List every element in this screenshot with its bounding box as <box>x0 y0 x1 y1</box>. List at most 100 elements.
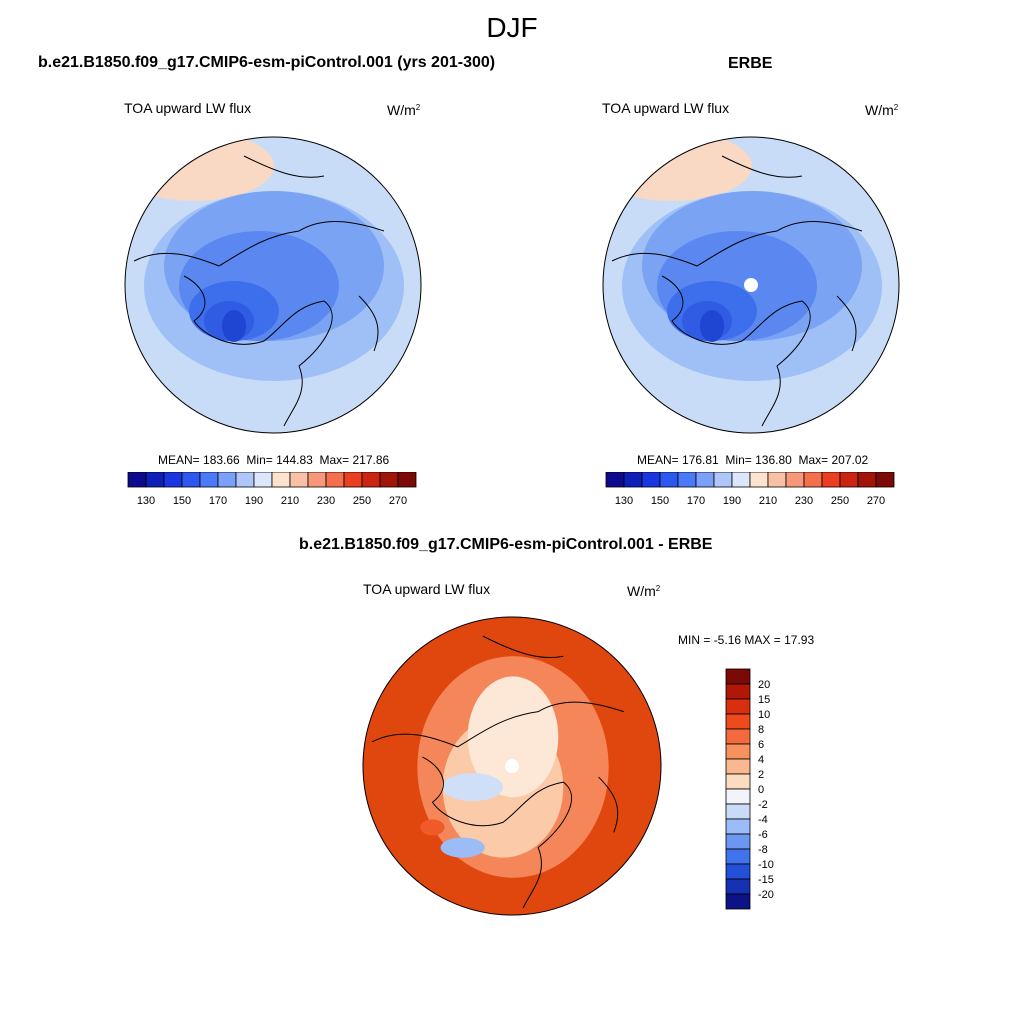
colorbar-swatch <box>659 472 679 488</box>
colorbar-swatch <box>623 472 643 488</box>
colorbar-tick-label: -20 <box>758 889 774 901</box>
colorbar-swatch <box>767 472 787 488</box>
colorbar-tick-label: 0 <box>758 784 764 796</box>
colorbar-swatch <box>271 472 291 488</box>
colorbar-swatch <box>725 878 751 895</box>
coastline <box>133 155 385 427</box>
colorbar-swatch <box>725 863 751 880</box>
colorbar-swatch <box>725 773 751 790</box>
colorbar-swatch <box>803 472 823 488</box>
colorbar-swatch <box>677 472 697 488</box>
colorbar-tick-label: -10 <box>758 859 774 871</box>
colorbar-tick-label: 150 <box>651 495 669 507</box>
colorbar-swatch <box>181 472 201 488</box>
colorbar-swatch <box>253 472 273 488</box>
diff-variable-label: TOA upward LW flux <box>363 581 491 597</box>
diff-stats: MIN = -5.16 MAX = 17.93 <box>678 633 815 647</box>
colorbar-tick-label: 190 <box>723 495 741 507</box>
colorbar-swatch <box>235 472 255 488</box>
colorbar-swatch <box>725 803 751 820</box>
colorbar-swatch <box>379 472 399 488</box>
colorbar-swatch <box>749 472 769 488</box>
colorbar-tick-label: 230 <box>317 495 335 507</box>
obs-colorbar: 130 150 170 190 210 230 250 270 <box>605 472 895 507</box>
colorbar-swatch <box>725 683 751 700</box>
colorbar-tick-label: 210 <box>281 495 299 507</box>
colorbar-swatch <box>307 472 327 488</box>
obs-variable-label: TOA upward LW flux <box>602 100 730 116</box>
colorbar-tick-label: 210 <box>759 495 777 507</box>
colorbar-swatch <box>857 472 877 488</box>
colorbar-swatch <box>725 848 751 865</box>
colorbar-tick-label: 15 <box>758 694 770 706</box>
obs-case-title: ERBE <box>728 55 773 72</box>
model-colorbar: 130 150 170 190 210 230 250 270 <box>127 472 417 507</box>
colorbar-swatch <box>839 472 859 488</box>
colorbar-swatch <box>217 472 237 488</box>
colorbar-swatch <box>325 472 345 488</box>
colorbar-tick-label: 4 <box>758 754 764 766</box>
colorbar-tick-label: 150 <box>173 495 191 507</box>
colorbar-swatch <box>725 833 751 850</box>
colorbar-swatch <box>875 472 895 488</box>
model-stats: MEAN= 183.66 Min= 144.83 Max= 217.86 <box>158 453 390 467</box>
obs-units-label: W/m2 <box>865 102 899 118</box>
colorbar-swatch <box>725 743 751 760</box>
model-units-label: W/m2 <box>387 102 421 118</box>
colorbar-swatch <box>725 713 751 730</box>
map-boundary <box>124 136 422 434</box>
colorbar-swatch <box>725 818 751 835</box>
colorbar-swatch <box>785 472 805 488</box>
colorbar-swatch <box>725 758 751 775</box>
colorbar-tick-label: 20 <box>758 679 770 691</box>
colorbar-tick-label: -4 <box>758 814 768 826</box>
field-contour-region <box>700 310 724 342</box>
colorbar-tick-label: 2 <box>758 769 764 781</box>
colorbar-tick-label: -6 <box>758 829 768 841</box>
colorbar-swatch <box>343 472 363 488</box>
colorbar-tick-label: 270 <box>389 495 407 507</box>
colorbar-swatch <box>127 472 147 488</box>
colorbar-swatch <box>145 472 165 488</box>
colorbar-swatch <box>605 472 625 488</box>
colorbar-tick-label: 170 <box>209 495 227 507</box>
colorbar-tick-label: 8 <box>758 724 764 736</box>
colorbar-swatch <box>289 472 309 488</box>
colorbar-swatch <box>725 893 751 910</box>
colorbar-swatch <box>731 472 751 488</box>
colorbar-swatch <box>725 668 751 685</box>
colorbar-swatch <box>725 698 751 715</box>
colorbar-swatch <box>361 472 381 488</box>
colorbar-swatch <box>397 472 417 488</box>
colorbar-swatch <box>695 472 715 488</box>
model-polar-map <box>124 136 422 434</box>
colorbar-tick-label: 230 <box>795 495 813 507</box>
field-contour-region <box>467 676 559 798</box>
map-field <box>603 137 899 433</box>
colorbar-swatch <box>641 472 661 488</box>
colorbar-swatch <box>725 788 751 805</box>
field-contour-region <box>440 837 485 858</box>
map-boundary <box>602 136 900 434</box>
colorbar-tick-label: 6 <box>758 739 764 751</box>
colorbar-swatch <box>199 472 219 488</box>
colorbar-tick-label: 270 <box>867 495 885 507</box>
obs-stats: MEAN= 176.81 Min= 136.80 Max= 207.02 <box>637 453 869 467</box>
diff-units-label: W/m2 <box>627 583 661 599</box>
obs-polar-map <box>602 136 900 434</box>
colorbar-swatch <box>163 472 183 488</box>
diff-case-title: b.e21.B1850.f09_g17.CMIP6-esm-piControl.… <box>299 536 713 553</box>
season-title: DJF <box>486 12 538 43</box>
missing-data-pole <box>744 278 758 292</box>
colorbar-tick-label: -2 <box>758 799 768 811</box>
map-field <box>125 137 421 433</box>
colorbar-tick-label: -8 <box>758 844 768 856</box>
colorbar-tick-label: 130 <box>615 495 633 507</box>
missing-data-pole <box>504 758 520 774</box>
model-variable-label: TOA upward LW flux <box>124 100 252 116</box>
field-contour-region <box>442 773 503 802</box>
colorbar-swatch <box>821 472 841 488</box>
field-contour-region <box>222 310 246 342</box>
colorbar-tick-label: 250 <box>353 495 371 507</box>
